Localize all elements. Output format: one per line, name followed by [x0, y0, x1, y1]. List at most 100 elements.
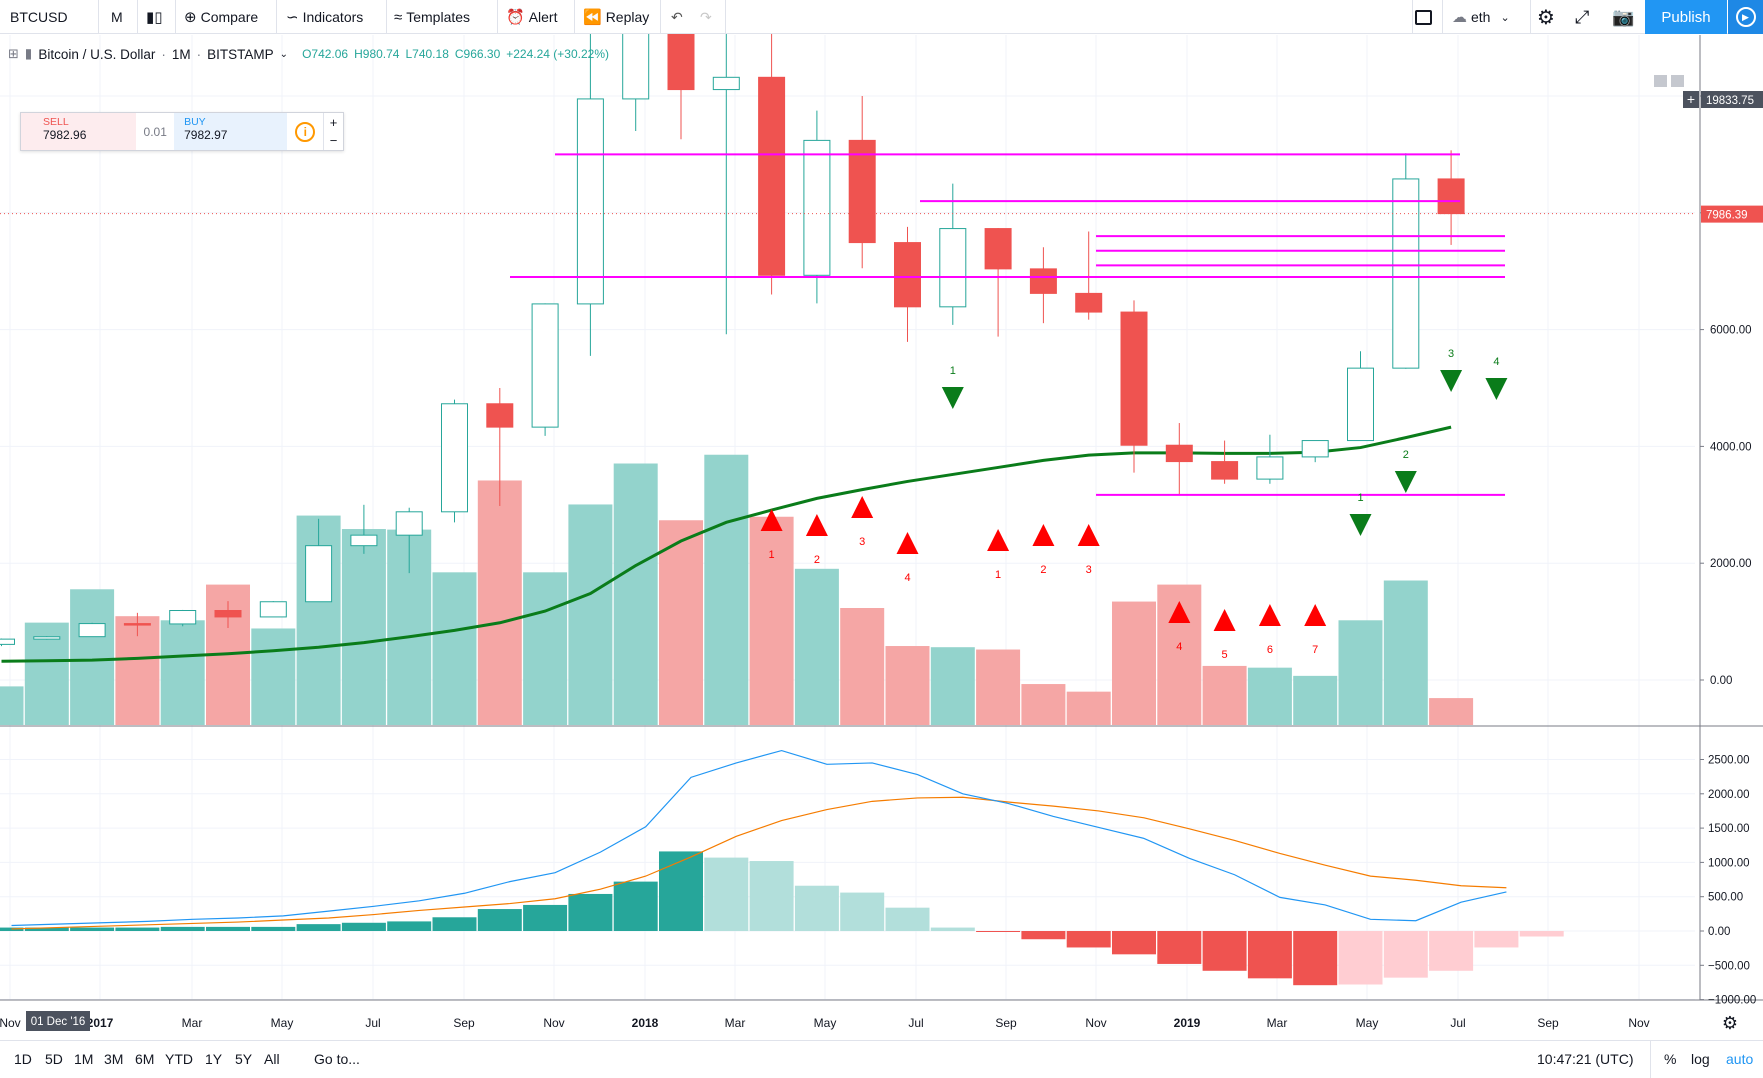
utc-clock[interactable]: 10:47:21 (UTC) [1537, 1051, 1634, 1067]
macd-histogram-bar [70, 927, 115, 931]
scale-button[interactable] [1654, 75, 1667, 87]
divider [276, 0, 277, 34]
macd-histogram-bar [1519, 931, 1564, 937]
chevron-down-icon[interactable]: ⌄ [279, 48, 289, 60]
macd-axis-label: 500.00 [1708, 892, 1743, 904]
macd-histogram-bar [1429, 931, 1474, 971]
range-6m[interactable]: 6M [135, 1051, 155, 1067]
moving-average-line [1, 425, 1452, 663]
symbol-legend: ⊞ ▮ Bitcoin / U.S. Dollar · 1M · BITSTAM… [8, 46, 609, 62]
candle-body [1075, 292, 1103, 313]
compare-button[interactable]: ⊕ Compare [184, 0, 258, 34]
sell-signal-arrow [1077, 524, 1100, 546]
templates-icon: ≈ [394, 8, 403, 26]
macd-histogram-bar [885, 907, 930, 931]
range-5d[interactable]: 5D [45, 1051, 63, 1067]
percent-scale-toggle[interactable]: % [1664, 1051, 1677, 1067]
buy-signal-count: 1 [950, 365, 956, 377]
publish-label: Publish [1661, 8, 1711, 26]
undo-button[interactable]: ↶ [671, 0, 683, 34]
crosshair-price-label: 19833.75 [1706, 95, 1754, 107]
interval-button[interactable]: M [111, 0, 123, 34]
publish-button[interactable]: Publish [1645, 0, 1727, 34]
divider [725, 0, 726, 34]
buy-signal-arrow [1485, 378, 1508, 400]
sell-price: 7982.96 [43, 128, 87, 142]
macd-histogram-bar [1157, 931, 1202, 964]
auto-scale-toggle[interactable]: auto [1726, 1051, 1754, 1067]
volume-bar [1021, 684, 1066, 725]
candle-body [1437, 178, 1465, 215]
range-1d[interactable]: 1D [14, 1051, 32, 1067]
candle-body [441, 403, 468, 513]
range-ytd[interactable]: YTD [165, 1051, 193, 1067]
alarm-clock-icon: ⏰ [506, 9, 525, 26]
fullscreen-toggle[interactable] [1415, 0, 1432, 34]
macd-axis-label: −1000.00 [1708, 995, 1756, 1007]
time-cursor-tag [26, 1011, 90, 1031]
buy-button[interactable]: BUY 7982.97 [174, 113, 288, 150]
last-price-label: 7986.39 [1706, 210, 1748, 222]
layout-menu[interactable]: ☁ eth ⌄ [1452, 0, 1510, 34]
publish-menu-button[interactable]: ▶ [1728, 0, 1763, 34]
chart-style-button[interactable]: ▮▯ [146, 0, 167, 34]
range-5y[interactable]: 5Y [235, 1051, 253, 1067]
quantity-decrease-button[interactable]: − [329, 133, 338, 149]
candle-body [1211, 461, 1239, 480]
time-axis-label: May [1356, 1016, 1379, 1030]
indicators-button[interactable]: ∽ Indicators [286, 0, 363, 34]
sell-signal-count: 3 [859, 536, 865, 548]
macd-histogram-bar [840, 892, 885, 931]
time-axis-label: Sep [453, 1016, 475, 1030]
symbol-search[interactable]: BTCUSD [10, 0, 68, 34]
range-all[interactable]: All [264, 1051, 280, 1067]
sell-signal-count: 1 [769, 549, 775, 561]
macd-histogram-bar [613, 881, 658, 931]
scale-button[interactable] [1671, 75, 1684, 87]
goto-date-button[interactable]: Go to... [314, 1051, 360, 1067]
buy-label: BUY [184, 116, 206, 128]
volume-bar [1112, 601, 1156, 725]
templates-button[interactable]: ≈ Templates [394, 0, 470, 34]
candle-body [395, 511, 423, 536]
last-price-tag [1701, 205, 1763, 223]
settings-button[interactable]: ⚙ [1537, 0, 1555, 34]
alert-button[interactable]: ⏰ Alert [506, 0, 557, 34]
candle-body [1120, 311, 1148, 446]
time-axis-label: Jul [365, 1016, 380, 1030]
replay-button[interactable]: ⏪ Replay [583, 0, 649, 34]
fullscreen-button[interactable]: ⤢ [1575, 0, 1589, 34]
candle-body [0, 638, 15, 645]
divider [175, 0, 176, 34]
volume-bar [70, 589, 115, 725]
redo-button[interactable]: ↷ [700, 0, 712, 34]
volume-bar [477, 480, 522, 725]
info-button[interactable]: i [287, 113, 323, 150]
macd-histogram-bar [930, 927, 975, 931]
time-axis-label: Jul [1450, 1016, 1465, 1030]
quantity-increase-button[interactable]: + [329, 114, 338, 130]
log-scale-toggle[interactable]: log [1691, 1051, 1710, 1067]
range-1m[interactable]: 1M [74, 1051, 94, 1067]
sell-button[interactable]: SELL 7982.96 [21, 113, 137, 150]
gear-icon[interactable]: ⚙ [1722, 1013, 1738, 1034]
snapshot-button[interactable]: 📷 [1612, 0, 1634, 34]
collapse-icon[interactable]: ⊞ [8, 46, 19, 61]
indicators-label: Indicators [302, 9, 364, 25]
macd-histogram-bar [704, 857, 749, 931]
legend-exchange[interactable]: BITSTAMP [207, 46, 274, 62]
volume-bar [1383, 580, 1428, 725]
candle-body [33, 636, 61, 640]
templates-label: Templates [406, 9, 471, 25]
candle-body [576, 98, 604, 305]
volume-bar [432, 572, 477, 725]
time-axis-label: May [271, 1016, 294, 1030]
sell-signal-count: 7 [1312, 644, 1318, 656]
range-3m[interactable]: 3M [104, 1051, 124, 1067]
chart-canvas[interactable]: 123412345671123410000.008000.006000.0040… [0, 0, 1763, 1040]
sell-signal-arrow [1168, 601, 1191, 623]
macd-axis-label: 2500.00 [1708, 755, 1750, 767]
range-1y[interactable]: 1Y [205, 1051, 223, 1067]
square-icon [1415, 9, 1432, 25]
crosshair-plus-button[interactable] [1683, 91, 1699, 108]
